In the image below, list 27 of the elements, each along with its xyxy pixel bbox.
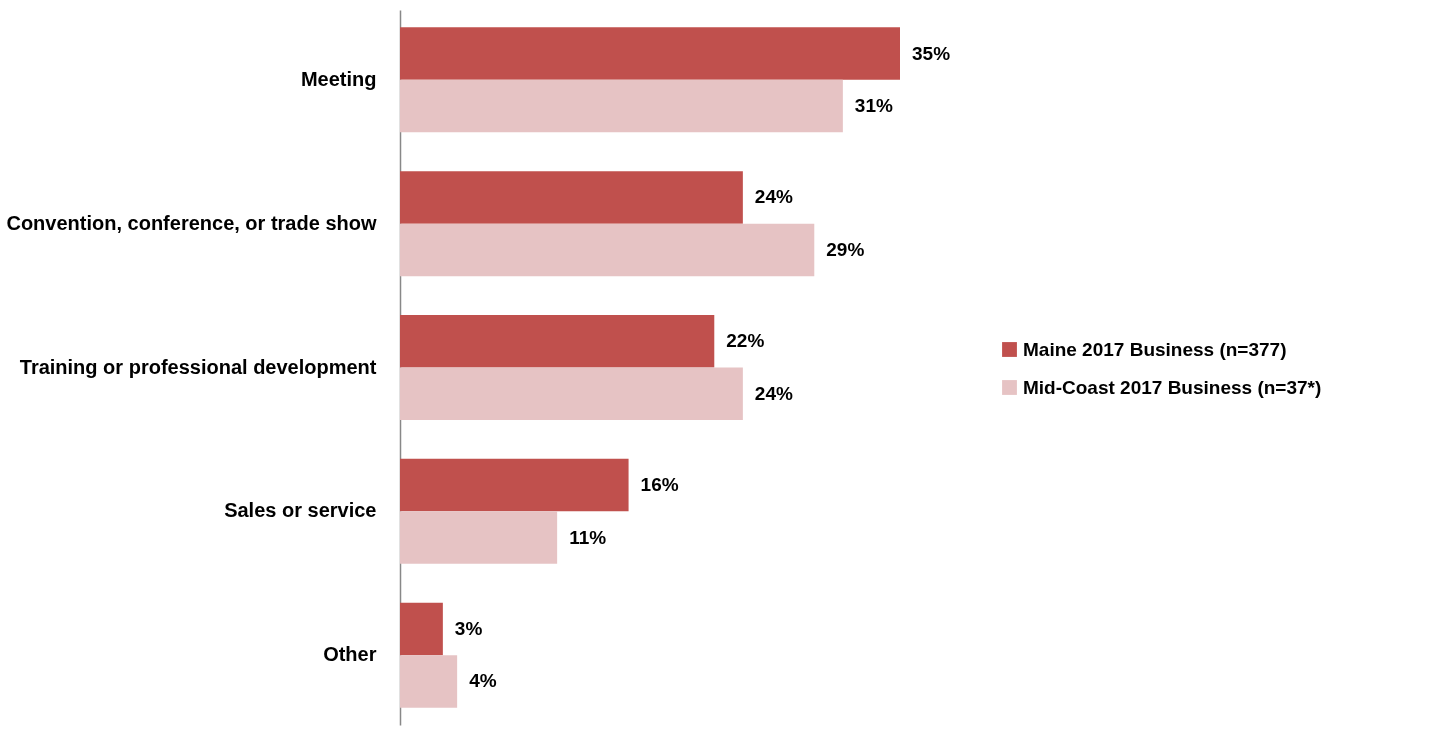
bar [400,367,743,421]
data-label: 3% [454,617,483,639]
data-label: 29% [826,238,865,260]
bar [400,458,629,512]
bar [400,27,900,80]
data-label: 22% [726,330,765,352]
bar [400,602,443,656]
bar [400,171,743,224]
bar [400,511,558,564]
legend-label: Maine 2017 Business (n=377) [1023,338,1287,360]
y-tick-label: Other [323,643,377,666]
data-label: 35% [912,42,951,64]
data-label: 16% [640,474,679,496]
bar [400,223,815,277]
data-label: 24% [754,382,793,404]
data-label: 4% [469,670,497,692]
y-tick-label: Meeting [300,67,377,90]
y-tick-label: Training or professional development [19,355,377,378]
y-tick-label: Convention, conference, or trade show [6,211,377,234]
bar [400,79,843,133]
data-label: 31% [854,95,893,117]
y-tick-label: Sales or service [224,499,377,522]
data-label: 11% [569,526,607,548]
data-label: 24% [754,186,793,208]
legend-label: Mid-Coast 2017 Business (n=37*) [1023,376,1322,398]
bar [400,655,458,708]
bar [400,314,715,368]
